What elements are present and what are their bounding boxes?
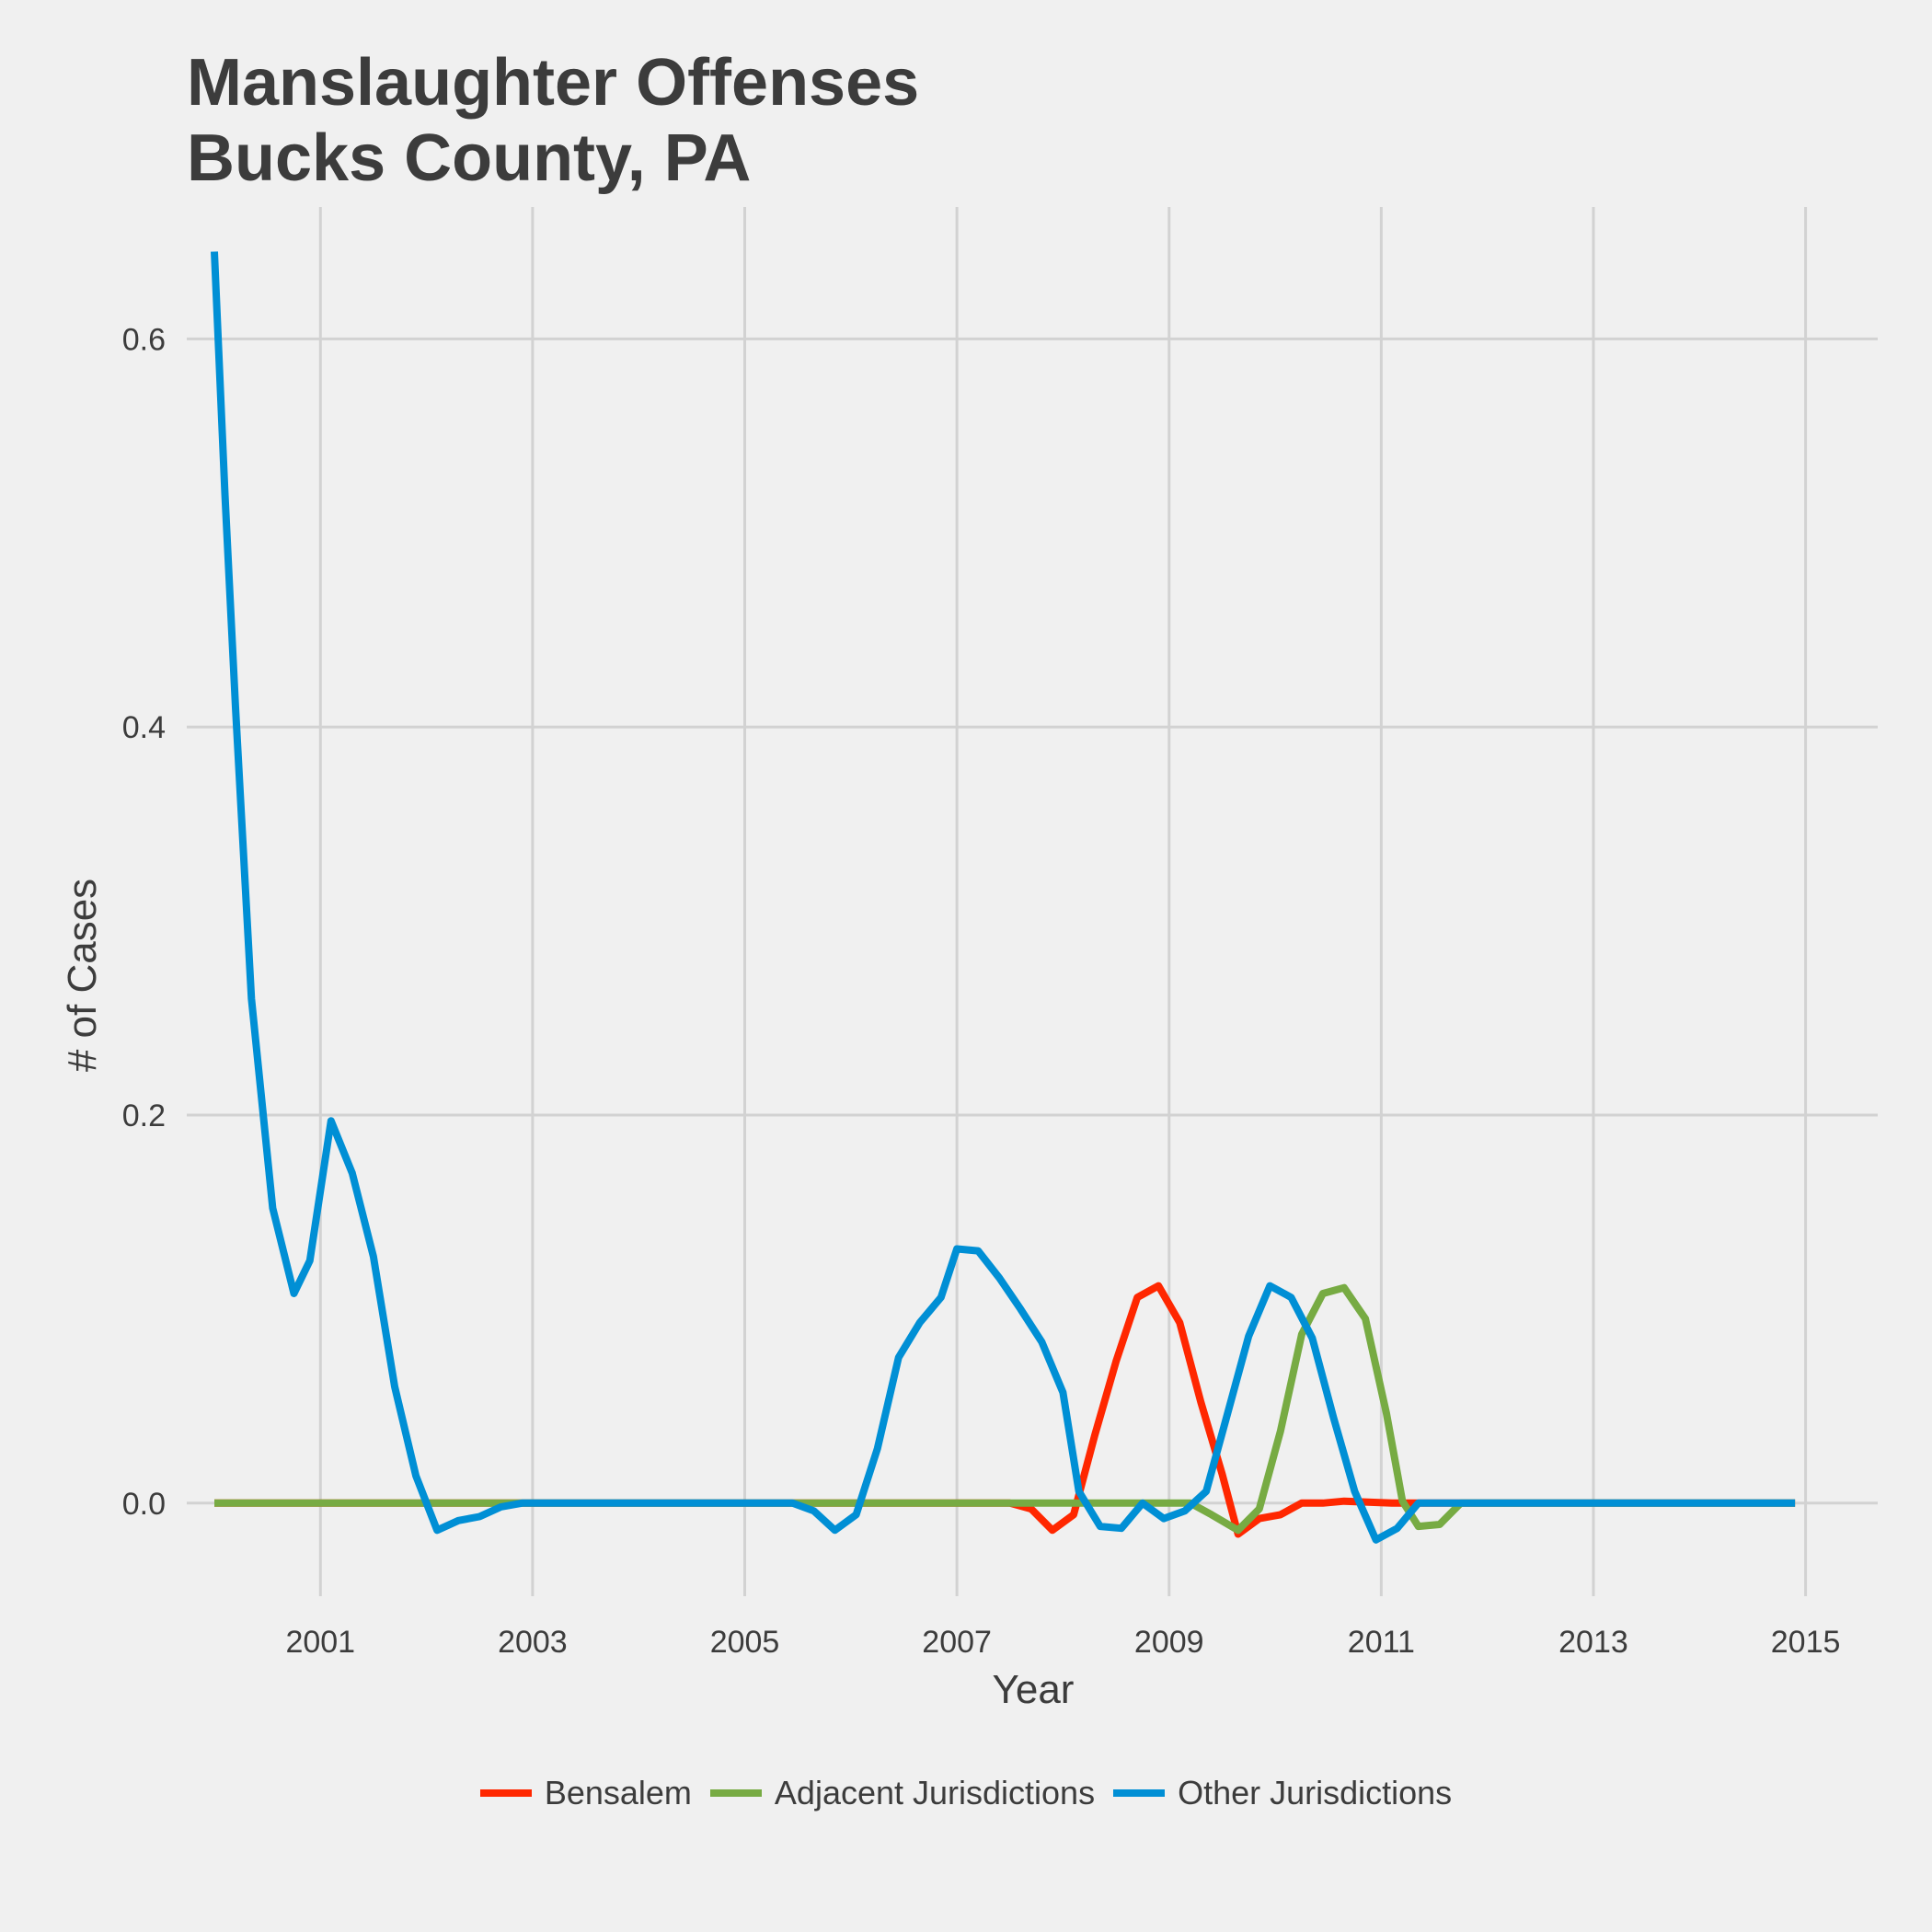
- x-tick-label-2015: 2015: [1771, 1625, 1841, 1660]
- x-tick-labels: 2001 2003 2005 2007 2009 2011 2013 2015: [285, 1625, 1840, 1660]
- x-gridlines: [318, 207, 1808, 1596]
- series-line-other-jurisdictions: [211, 251, 1796, 1544]
- legend-item-other-jurisdictions: Other Jurisdictions: [1113, 1774, 1452, 1812]
- legend-label-other-jurisdictions: Other Jurisdictions: [1178, 1774, 1453, 1811]
- y-tick-label-0: 0.0: [122, 1487, 166, 1522]
- legend: Bensalem Adjacent Jurisdictions Other Ju…: [0, 1774, 1932, 1812]
- y-axis-title: # of Cases: [60, 879, 105, 1072]
- y-tick-label-2: 0.4: [122, 710, 166, 745]
- legend-item-bensalem: Bensalem: [479, 1774, 692, 1812]
- legend-key-adjacent-jurisdictions: [709, 1789, 762, 1797]
- x-tick-label-2003: 2003: [498, 1625, 568, 1660]
- y-tick-label-3: 0.6: [122, 322, 166, 357]
- x-tick-label-2007: 2007: [922, 1625, 992, 1660]
- x-tick-label-2011: 2011: [1348, 1625, 1415, 1660]
- x-axis-title: Year: [993, 1667, 1075, 1712]
- chart-title-line-2: Bucks County, PA: [187, 121, 752, 195]
- x-tick-label-2005: 2005: [710, 1625, 780, 1660]
- x-tick-label-2013: 2013: [1558, 1625, 1628, 1660]
- legend-key-other-jurisdictions: [1113, 1789, 1166, 1797]
- y-tick-labels: 0.0 0.2 0.4 0.6: [122, 322, 166, 1521]
- x-tick-label-2001: 2001: [285, 1625, 355, 1660]
- legend-label-adjacent-jurisdictions: Adjacent Jurisdictions: [774, 1774, 1096, 1811]
- series-line-adjacent-jurisdictions: [214, 1283, 1796, 1535]
- y-tick-label-1: 0.2: [122, 1098, 166, 1133]
- series-line-bensalem: [214, 1282, 1796, 1538]
- legend-key-bensalem: [479, 1789, 532, 1797]
- chart-title-line-1: Manslaughter Offenses: [187, 46, 920, 120]
- legend-item-adjacent-jurisdictions: Adjacent Jurisdictions: [709, 1774, 1096, 1812]
- legend-label-bensalem: Bensalem: [544, 1774, 692, 1811]
- x-tick-label-2009: 2009: [1134, 1625, 1204, 1660]
- series-lines: [211, 251, 1796, 1544]
